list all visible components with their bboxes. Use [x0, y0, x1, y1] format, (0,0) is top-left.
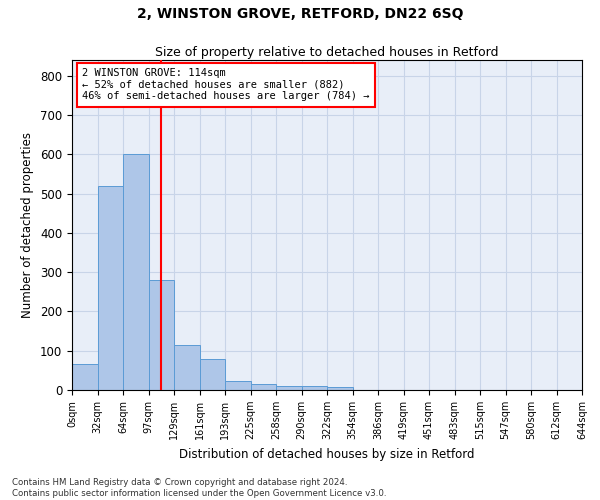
X-axis label: Distribution of detached houses by size in Retford: Distribution of detached houses by size …	[179, 448, 475, 460]
Bar	[199, 360, 225, 390]
Text: 2, WINSTON GROVE, RETFORD, DN22 6SQ: 2, WINSTON GROVE, RETFORD, DN22 6SQ	[137, 8, 463, 22]
Bar	[276, 386, 302, 390]
Bar	[72, 364, 97, 390]
Bar	[225, 382, 251, 390]
Bar	[174, 345, 199, 390]
Bar	[149, 280, 174, 390]
Text: 2 WINSTON GROVE: 114sqm
← 52% of detached houses are smaller (882)
46% of semi-d: 2 WINSTON GROVE: 114sqm ← 52% of detache…	[82, 68, 370, 102]
Bar	[123, 154, 149, 390]
Title: Size of property relative to detached houses in Retford: Size of property relative to detached ho…	[155, 46, 499, 59]
Bar	[302, 386, 327, 390]
Text: Contains HM Land Registry data © Crown copyright and database right 2024.
Contai: Contains HM Land Registry data © Crown c…	[12, 478, 386, 498]
Bar	[251, 384, 276, 390]
Y-axis label: Number of detached properties: Number of detached properties	[22, 132, 34, 318]
Bar	[327, 387, 353, 390]
Bar	[97, 186, 123, 390]
